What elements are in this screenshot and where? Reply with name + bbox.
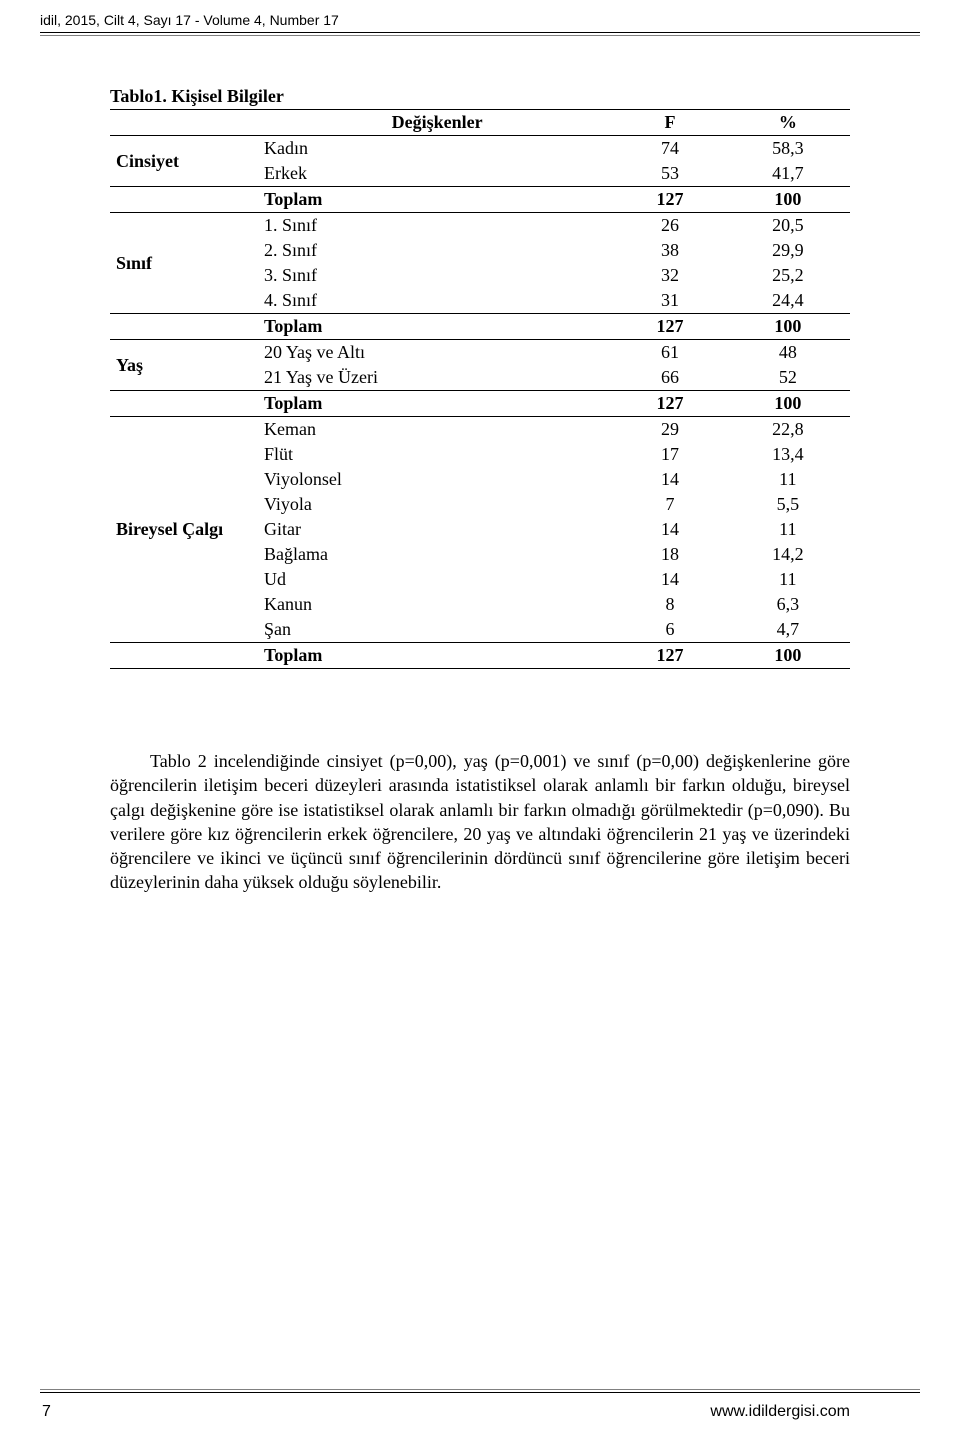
row-name: Ud	[260, 567, 614, 592]
row-f: 61	[614, 340, 725, 365]
row-name: 1. Sınıf	[260, 213, 614, 238]
row-f: 29	[614, 417, 725, 442]
row-pct: 58,3	[726, 136, 850, 161]
group-label: Yaş	[110, 340, 260, 391]
row-pct: 6,3	[726, 592, 850, 617]
table-title: Tablo1. Kişisel Bilgiler	[110, 86, 850, 107]
table-row: CinsiyetKadın7458,3	[110, 136, 850, 161]
group-label: Bireysel Çalgı	[110, 417, 260, 643]
row-name: Bağlama	[260, 542, 614, 567]
total-pct: 100	[726, 187, 850, 213]
row-pct: 48	[726, 340, 850, 365]
total-f: 127	[614, 187, 725, 213]
row-name: Gitar	[260, 517, 614, 542]
total-pct: 100	[726, 314, 850, 340]
total-row: Toplam127100	[110, 187, 850, 213]
row-pct: 52	[726, 365, 850, 391]
footer-rule-2	[40, 1392, 920, 1393]
row-pct: 25,2	[726, 263, 850, 288]
row-name: 20 Yaş ve Altı	[260, 340, 614, 365]
row-pct: 4,7	[726, 617, 850, 643]
total-pct: 100	[726, 391, 850, 417]
row-name: Erkek	[260, 161, 614, 187]
row-pct: 14,2	[726, 542, 850, 567]
row-f: 14	[614, 467, 725, 492]
row-pct: 29,9	[726, 238, 850, 263]
row-f: 6	[614, 617, 725, 643]
total-row: Toplam127100	[110, 391, 850, 417]
row-name: Viyola	[260, 492, 614, 517]
total-pct: 100	[726, 643, 850, 669]
total-label: Toplam	[260, 643, 614, 669]
total-f: 127	[614, 314, 725, 340]
row-name: 21 Yaş ve Üzeri	[260, 365, 614, 391]
footer-site: www.idildergisi.com	[710, 1403, 850, 1421]
total-row: Toplam127100	[110, 314, 850, 340]
total-f: 127	[614, 643, 725, 669]
group-label: Cinsiyet	[110, 136, 260, 187]
row-name: Şan	[260, 617, 614, 643]
row-name: 4. Sınıf	[260, 288, 614, 314]
row-pct: 20,5	[726, 213, 850, 238]
row-pct: 11	[726, 567, 850, 592]
table-row: Sınıf1. Sınıf2620,5	[110, 213, 850, 238]
row-f: 38	[614, 238, 725, 263]
row-name: Kanun	[260, 592, 614, 617]
row-name: 3. Sınıf	[260, 263, 614, 288]
row-f: 18	[614, 542, 725, 567]
col-var: Değişkenler	[260, 110, 614, 136]
table-row: Yaş20 Yaş ve Altı6148	[110, 340, 850, 365]
total-label: Toplam	[260, 314, 614, 340]
col-pct: %	[726, 110, 850, 136]
row-f: 14	[614, 517, 725, 542]
footer-rule-1	[40, 1389, 920, 1390]
col-f: F	[614, 110, 725, 136]
row-pct: 11	[726, 467, 850, 492]
header-text: idil, 2015, Cilt 4, Sayı 17 - Volume 4, …	[40, 12, 339, 28]
row-pct: 22,8	[726, 417, 850, 442]
data-table: Değişkenler F % CinsiyetKadın7458,3Erkek…	[110, 109, 850, 669]
header-rule-2	[40, 35, 920, 36]
row-f: 32	[614, 263, 725, 288]
header-rule-1	[40, 32, 920, 33]
row-name: 2. Sınıf	[260, 238, 614, 263]
row-f: 8	[614, 592, 725, 617]
running-header: idil, 2015, Cilt 4, Sayı 17 - Volume 4, …	[0, 0, 960, 32]
page-number: 7	[42, 1403, 51, 1421]
page-content: Tablo1. Kişisel Bilgiler Değişkenler F %…	[0, 66, 960, 895]
group-label: Sınıf	[110, 213, 260, 314]
row-f: 14	[614, 567, 725, 592]
total-label: Toplam	[260, 187, 614, 213]
row-pct: 24,4	[726, 288, 850, 314]
row-pct: 41,7	[726, 161, 850, 187]
page-footer: 7 www.idildergisi.com	[40, 1389, 920, 1421]
total-f: 127	[614, 391, 725, 417]
total-row: Toplam127100	[110, 643, 850, 669]
row-f: 17	[614, 442, 725, 467]
row-name: Kadın	[260, 136, 614, 161]
results-paragraph: Tablo 2 incelendiğinde cinsiyet (p=0,00)…	[110, 749, 850, 895]
row-pct: 11	[726, 517, 850, 542]
total-label: Toplam	[260, 391, 614, 417]
row-name: Viyolonsel	[260, 467, 614, 492]
row-f: 74	[614, 136, 725, 161]
table-row: Bireysel ÇalgıKeman2922,8	[110, 417, 850, 442]
row-pct: 13,4	[726, 442, 850, 467]
row-f: 7	[614, 492, 725, 517]
row-f: 66	[614, 365, 725, 391]
row-f: 53	[614, 161, 725, 187]
row-pct: 5,5	[726, 492, 850, 517]
row-name: Keman	[260, 417, 614, 442]
row-f: 26	[614, 213, 725, 238]
row-name: Flüt	[260, 442, 614, 467]
row-f: 31	[614, 288, 725, 314]
